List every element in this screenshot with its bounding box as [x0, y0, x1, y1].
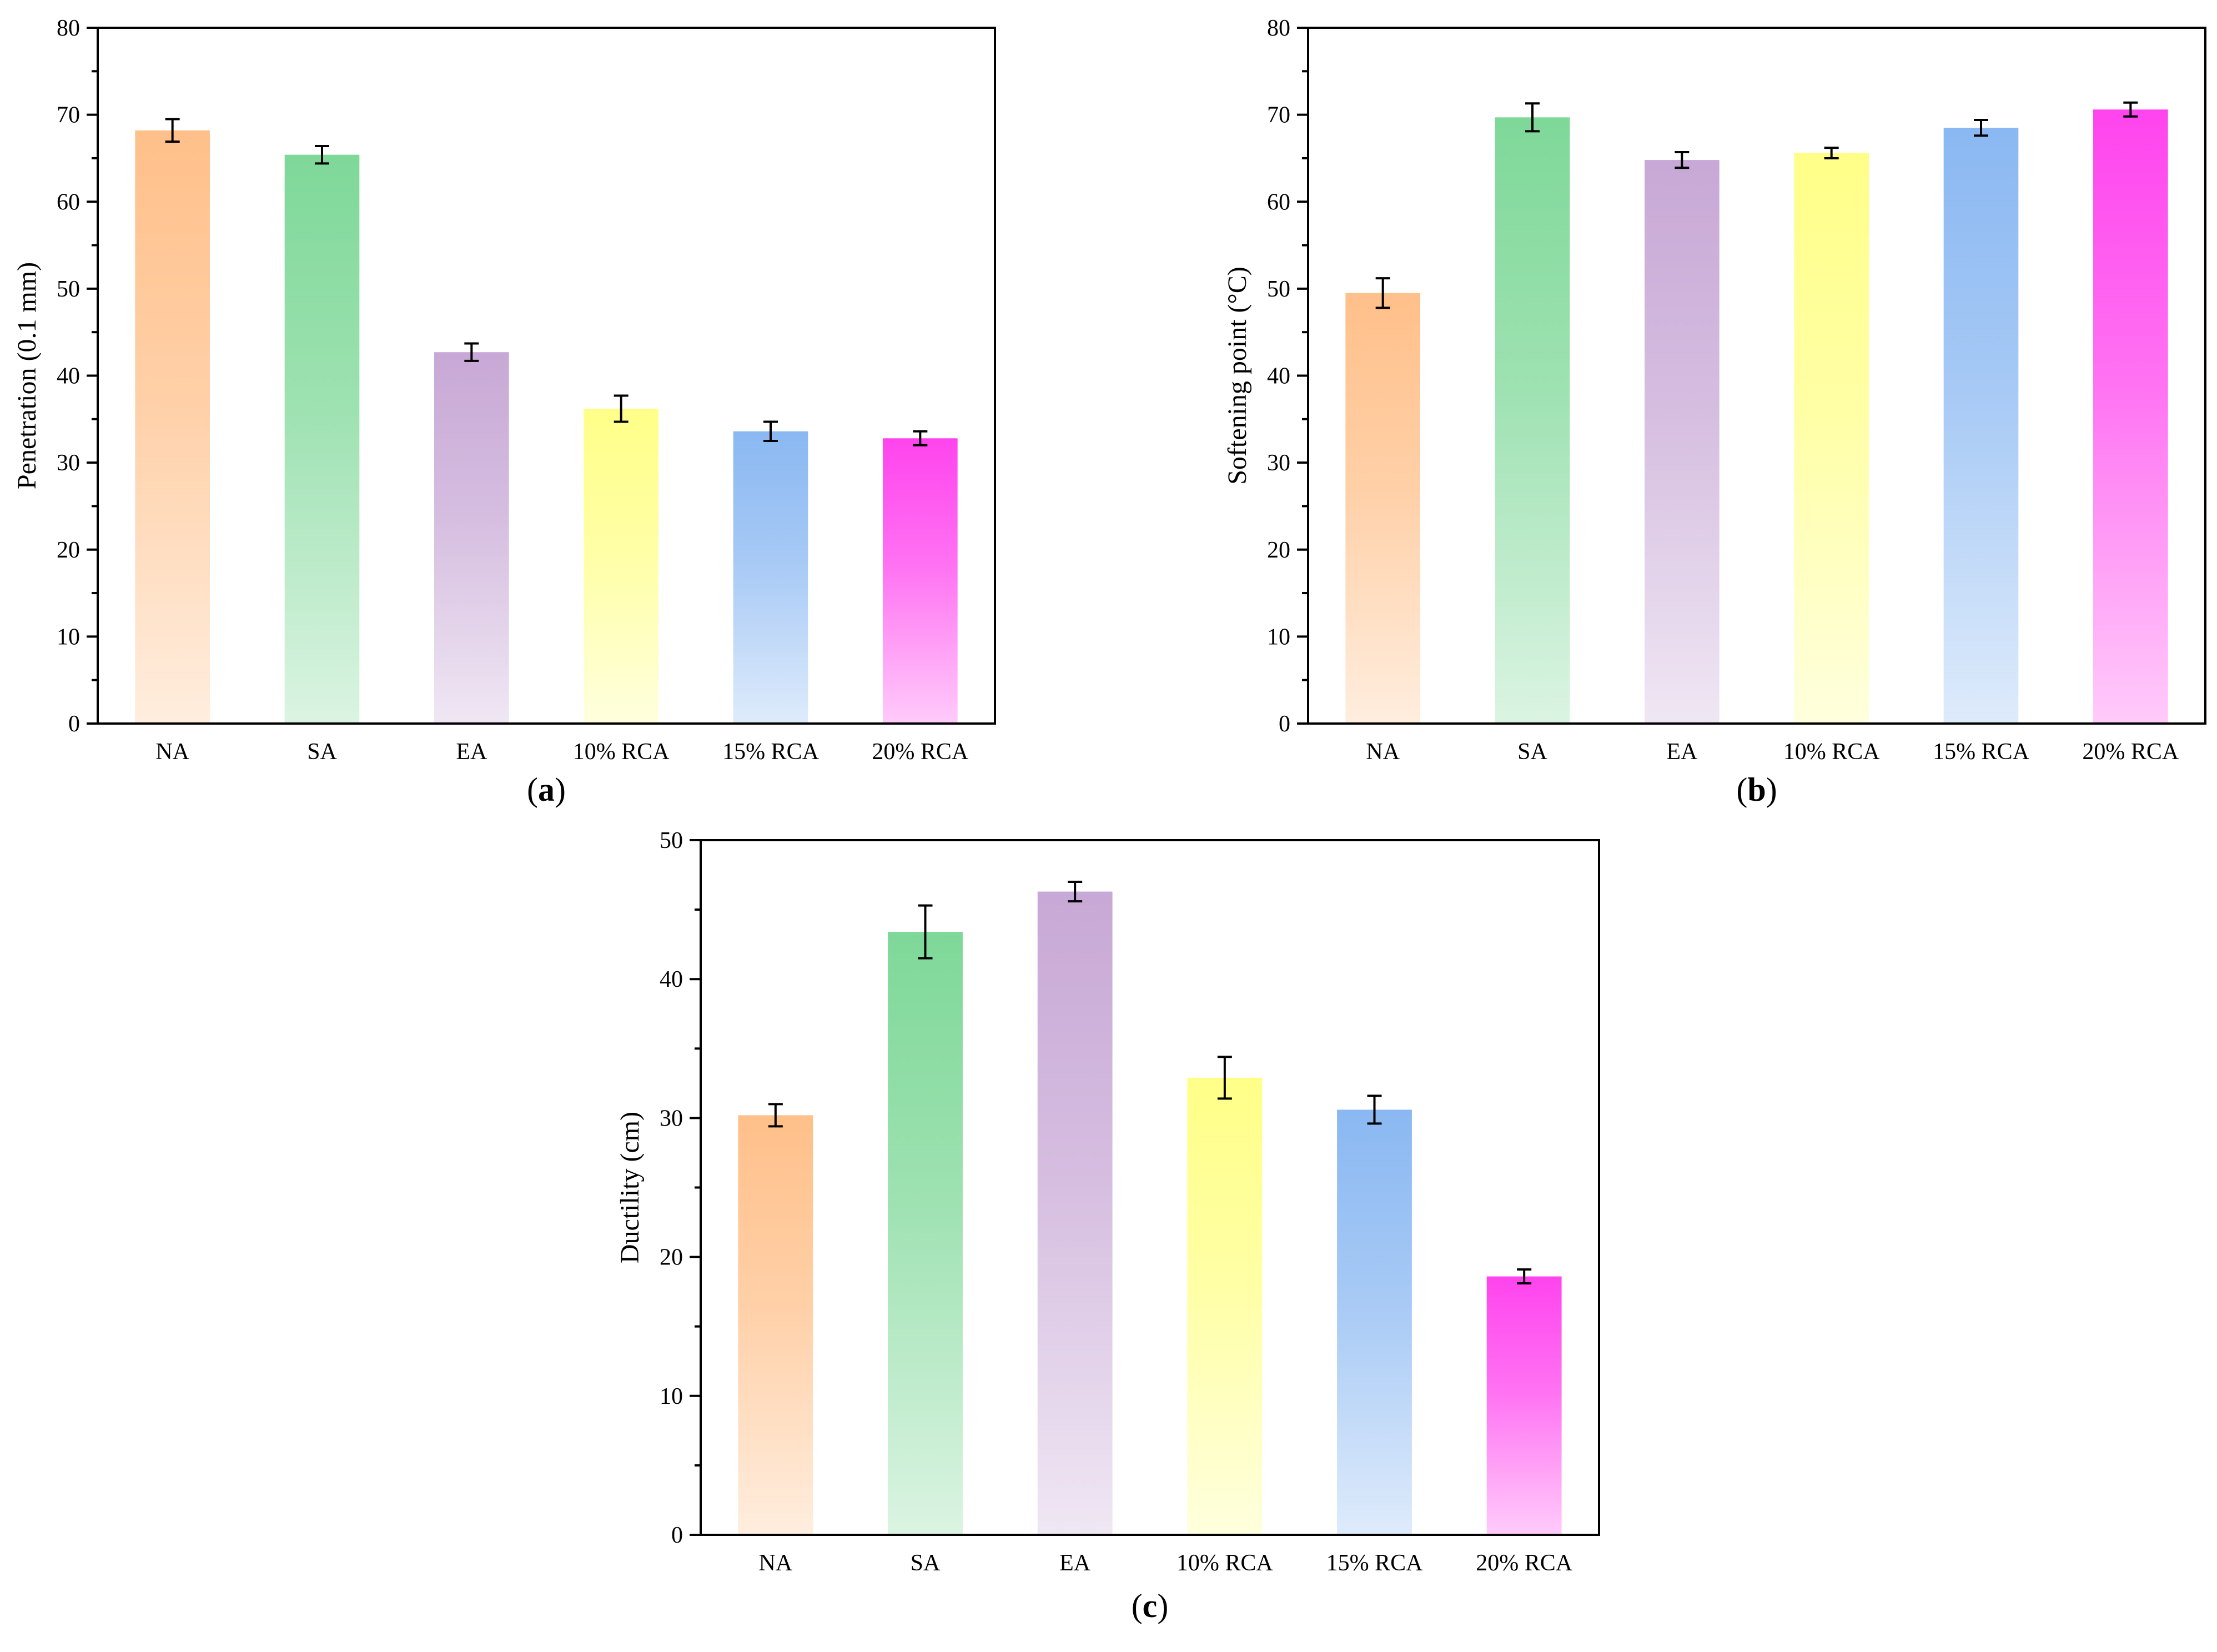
x-tick-label-c-0: NA [758, 1550, 792, 1576]
bar-c-ea [1037, 891, 1113, 1535]
panel-a-chart: NA SA EA 10% RCA 15% RCA 20% RCA 0 10 20 30 40 50 60… [12, 16, 996, 808]
plot-frame-b [1307, 27, 2206, 725]
bar-a-ea [434, 352, 509, 724]
error-bar-b-2 [1675, 150, 1690, 169]
x-tick-label-c-4: 15% RCA [1326, 1550, 1424, 1576]
bar-a-na [135, 130, 210, 724]
bar-b-ea [1645, 160, 1720, 724]
x-tick-label-b-2: EA [1666, 739, 1698, 765]
error-bar-b-3 [1824, 147, 1839, 159]
bar-a-10-rca [584, 409, 658, 724]
bar-b-20-rca [2093, 109, 2168, 724]
y-tick-label-c-3: 30 [660, 1106, 683, 1131]
error-bar-a-5 [913, 430, 928, 446]
x-tick-label-a-3: 10% RCA [573, 739, 670, 765]
bar-a-15-rca [733, 431, 808, 724]
y-tick-label-b-6: 60 [1267, 189, 1290, 215]
y-tick-label-a-4: 40 [57, 364, 80, 389]
y-tick-label-b-4: 40 [1267, 364, 1290, 389]
y-tick-label-a-6: 60 [57, 189, 80, 215]
x-tick-label-b-0: NA [1366, 739, 1400, 765]
y-tick-label-c-0: 0 [671, 1523, 683, 1548]
error-bar-a-4 [763, 420, 778, 442]
x-tick-label-c-3: 10% RCA [1177, 1550, 1274, 1576]
y-tick-label-a-3: 30 [57, 450, 80, 476]
bar-c-na [738, 1115, 813, 1535]
x-tick-label-b-3: 10% RCA [1783, 739, 1881, 765]
y-tick-label-c-2: 20 [660, 1245, 683, 1271]
error-bar-b-4 [1974, 119, 1988, 137]
plot-frame-a [97, 27, 996, 725]
bar-c-15-rca [1337, 1109, 1412, 1535]
bar-b-sa [1495, 117, 1570, 724]
panel-label-c: (c) [1132, 1588, 1169, 1624]
y-tick-label-b-3: 30 [1267, 450, 1290, 476]
y-tick-label-c-1: 10 [660, 1384, 683, 1409]
y-tick-label-a-5: 50 [57, 277, 80, 302]
plot-frame-c [700, 839, 1600, 1536]
error-bar-c-2 [1068, 881, 1083, 903]
y-tick-label-a-0: 0 [68, 711, 80, 737]
x-tick-label-c-5: 20% RCA [1476, 1550, 1573, 1576]
y-tick-label-a-2: 20 [57, 538, 80, 563]
y-tick-label-b-7: 70 [1267, 103, 1290, 128]
error-bar-a-1 [315, 145, 329, 165]
x-tick-label-a-4: 15% RCA [722, 739, 820, 765]
y-tick-label-b-5: 50 [1267, 277, 1290, 302]
x-tick-label-c-2: EA [1059, 1550, 1091, 1576]
bar-c-10-rca [1187, 1077, 1263, 1535]
error-bar-c-3 [1217, 1056, 1232, 1100]
error-bar-c-5 [1517, 1268, 1532, 1285]
x-tick-label-c-1: SA [911, 1550, 941, 1576]
x-tick-label-a-2: EA [456, 739, 487, 765]
bar-a-20-rca [883, 438, 958, 724]
bar-b-na [1345, 293, 1420, 724]
error-bar-a-0 [165, 118, 180, 143]
panel-label-b: (b) [1736, 771, 1777, 808]
bar-c-sa [888, 932, 963, 1535]
y-tick-label-c-4: 40 [660, 967, 683, 992]
bar-a-sa [284, 154, 360, 724]
x-tick-label-a-5: 20% RCA [872, 739, 969, 765]
y-tick-label-b-8: 80 [1267, 16, 1290, 41]
y-axis-title-a: Penetration (0.1 mm) [12, 262, 42, 489]
bar-c-20-rca [1486, 1276, 1562, 1535]
y-tick-label-b-1: 10 [1267, 624, 1290, 650]
panel-label-a: (a) [527, 771, 566, 808]
y-tick-label-a-8: 80 [57, 16, 80, 41]
x-tick-label-b-5: 20% RCA [2082, 739, 2179, 765]
y-tick-label-b-0: 0 [1279, 711, 1290, 737]
bar-b-15-rca [1943, 128, 2019, 724]
error-bar-a-2 [464, 342, 479, 362]
y-tick-label-a-1: 10 [57, 624, 80, 650]
error-bar-c-1 [918, 904, 933, 960]
y-tick-label-b-2: 20 [1267, 538, 1290, 563]
error-bar-b-0 [1375, 277, 1390, 309]
panel-c-chart: NA SA EA 10% RCA 15% RCA 20% RCA 0 10 20 30 40 50 Du… [615, 828, 1600, 1624]
x-tick-label-a-0: NA [155, 739, 189, 765]
error-bar-a-3 [614, 394, 629, 423]
panel-b-chart: NA SA EA 10% RCA 15% RCA 20% RCA 0 10 20 30 40 50 60… [1223, 16, 2206, 808]
y-axis-title-b: Softening point (°C) [1223, 267, 1252, 485]
error-bar-b-5 [2123, 101, 2138, 118]
error-bar-c-4 [1367, 1094, 1382, 1125]
error-bar-c-0 [768, 1103, 783, 1128]
x-tick-label-b-4: 15% RCA [1933, 739, 2030, 765]
x-tick-label-a-1: SA [307, 739, 337, 765]
y-axis-title-c: Ductility (cm) [615, 1112, 645, 1263]
y-tick-label-c-5: 50 [660, 828, 683, 853]
y-tick-label-a-7: 70 [57, 103, 80, 128]
x-tick-label-b-1: SA [1517, 739, 1547, 765]
bar-b-10-rca [1794, 153, 1869, 724]
error-bar-b-1 [1525, 102, 1540, 133]
